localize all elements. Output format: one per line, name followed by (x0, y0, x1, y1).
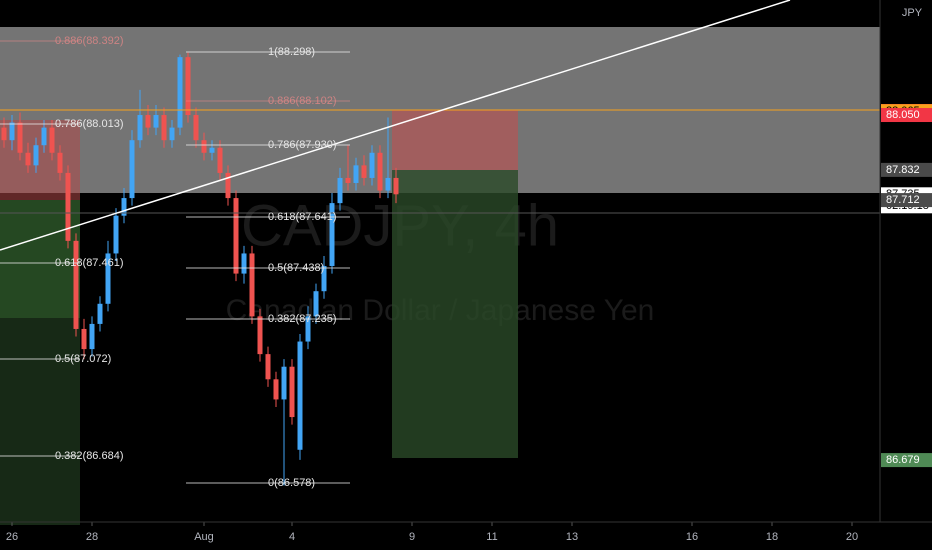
candle-body (209, 147, 215, 153)
axis-unit: JPY (902, 7, 923, 19)
x-tick-label: 13 (566, 531, 578, 543)
candle-body (81, 328, 87, 350)
price-label-bg (881, 193, 932, 208)
fib-label: 0.886(88.102) (268, 95, 337, 107)
fib-label: 0.786(87.930) (268, 139, 337, 151)
candle-body (113, 215, 119, 254)
candle-body (137, 115, 143, 141)
candle-body (65, 172, 71, 241)
price-label: 87.712 (886, 194, 920, 206)
candle-body (145, 115, 151, 128)
price-label-bg (881, 453, 932, 468)
price-label: 86.679 (886, 454, 920, 466)
x-tick-label: 18 (766, 531, 778, 543)
candle-body (57, 152, 63, 173)
candle-body (169, 127, 175, 141)
price-axis (880, 0, 932, 550)
candle-body (217, 147, 223, 173)
candle-body (329, 203, 335, 267)
fib-label: 0.5(87.072) (55, 353, 111, 365)
candle-body (41, 127, 47, 146)
candle-body (121, 198, 127, 216)
candle-body (89, 323, 95, 350)
candle-body (281, 366, 287, 400)
candle-body (345, 177, 351, 183)
x-tick-label: 9 (409, 531, 415, 543)
fib-label: 0.382(86.684) (55, 450, 124, 462)
candle-body (233, 198, 239, 274)
candle-body (257, 316, 263, 355)
fib-label: 0.618(87.461) (55, 257, 124, 269)
price-label-bg (881, 108, 932, 123)
target-zone (392, 170, 518, 458)
candle-body (73, 240, 79, 329)
x-tick-label: 4 (289, 531, 295, 543)
candle-body (385, 177, 391, 191)
candle-body (337, 177, 343, 204)
candle-body (313, 291, 319, 317)
candle-body (161, 115, 167, 141)
candle-body (321, 266, 327, 292)
candle-body (153, 115, 159, 128)
x-tick-label: 11 (486, 531, 497, 543)
candle-body (1, 127, 7, 141)
candle-body (97, 303, 103, 324)
fib-label: 0(86.578) (268, 477, 315, 489)
fib-label: 0.5(87.438) (268, 262, 324, 274)
candle-body (361, 165, 367, 178)
candle-body (265, 354, 271, 380)
candle-body (249, 253, 255, 317)
candle-body (193, 115, 199, 141)
price-label: 87.832 (886, 164, 920, 176)
fib-label: 0.886(88.392) (55, 35, 124, 47)
left-target-zone-2 (0, 318, 80, 525)
candle-body (105, 253, 111, 304)
candle-body (297, 341, 303, 450)
x-tick-label: 16 (686, 531, 698, 543)
trend-line (0, 0, 791, 251)
stop-zone (392, 110, 518, 170)
candle-body (241, 253, 247, 274)
fib-label: 1(88.298) (268, 46, 315, 58)
candle-body (9, 122, 15, 141)
candle-body (185, 57, 191, 116)
candle-body (377, 152, 383, 191)
candle-body (25, 152, 31, 166)
fib-label: 0.382(87.235) (268, 313, 337, 325)
candle-body (225, 172, 231, 199)
candle-body (369, 152, 375, 178)
candle-body (33, 145, 39, 166)
x-tick-label: 20 (846, 531, 858, 543)
candle-body (393, 177, 399, 195)
candle-body (49, 127, 55, 153)
price-label-bg (881, 162, 932, 177)
candle-body (129, 140, 135, 199)
candle-body (201, 140, 207, 153)
candle-body (353, 165, 359, 183)
fib-label: 0.786(88.013) (55, 118, 124, 130)
x-tick-label: Aug (194, 531, 214, 543)
candle-body (17, 122, 23, 153)
candle-body (289, 366, 295, 418)
price-label: 88.050 (886, 109, 920, 121)
candle-body (305, 316, 311, 342)
candle-body (177, 57, 183, 128)
x-tick-label: 28 (86, 531, 98, 543)
x-tick-label: 26 (6, 531, 18, 543)
candle-body (273, 379, 279, 400)
fib-label: 0.618(87.641) (268, 211, 337, 223)
